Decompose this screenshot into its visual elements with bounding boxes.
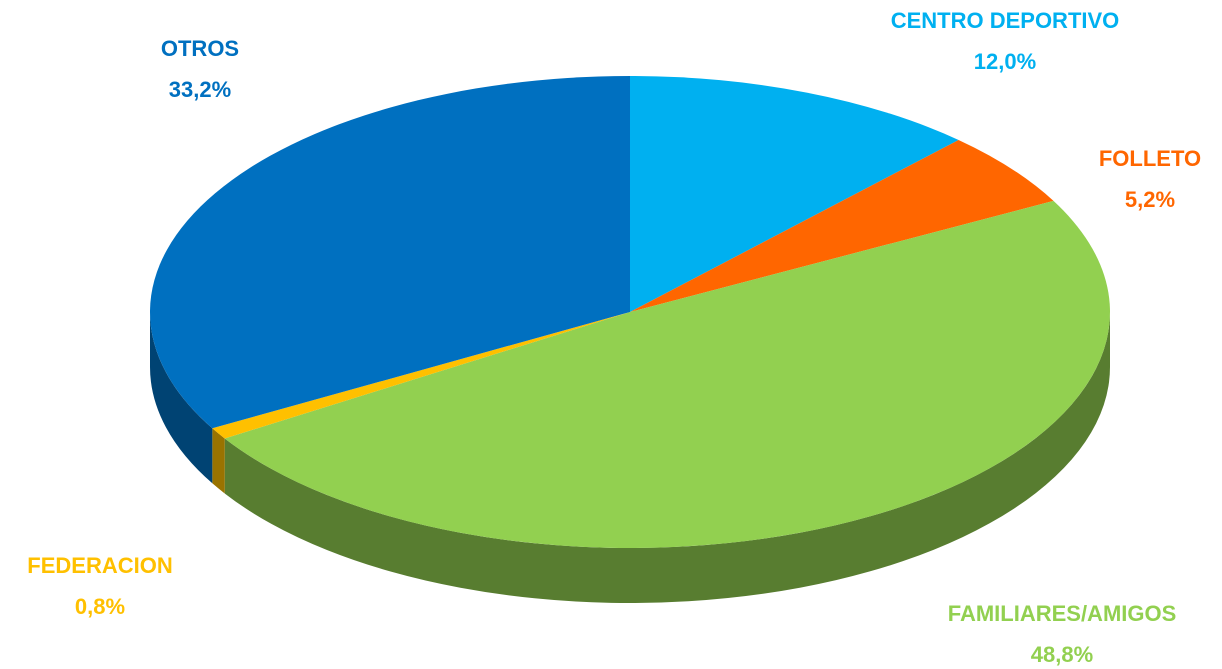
slice <box>149 76 630 429</box>
slice <box>630 139 1054 312</box>
slice <box>224 200 1111 549</box>
slice-value-label: 33,2% <box>169 77 231 102</box>
slice-label: FAMILIARES/AMIGOS <box>948 601 1177 626</box>
slice-label: CENTRO DEPORTIVO <box>891 8 1120 33</box>
slice-value-label: 5,2% <box>1125 187 1175 212</box>
slice-label: OTROS <box>161 36 239 61</box>
slice-side <box>212 428 225 494</box>
slice-side <box>224 312 1110 604</box>
slice-value-label: 0,8% <box>75 594 125 619</box>
slice-label: FEDERACION <box>27 553 172 578</box>
slice-value-label: 12,0% <box>974 49 1036 74</box>
slice-side <box>150 312 213 484</box>
slice-value-label: 48,8% <box>1031 642 1093 667</box>
slice-label: FOLLETO <box>1099 146 1201 171</box>
slice <box>630 76 959 312</box>
slice <box>212 312 630 439</box>
